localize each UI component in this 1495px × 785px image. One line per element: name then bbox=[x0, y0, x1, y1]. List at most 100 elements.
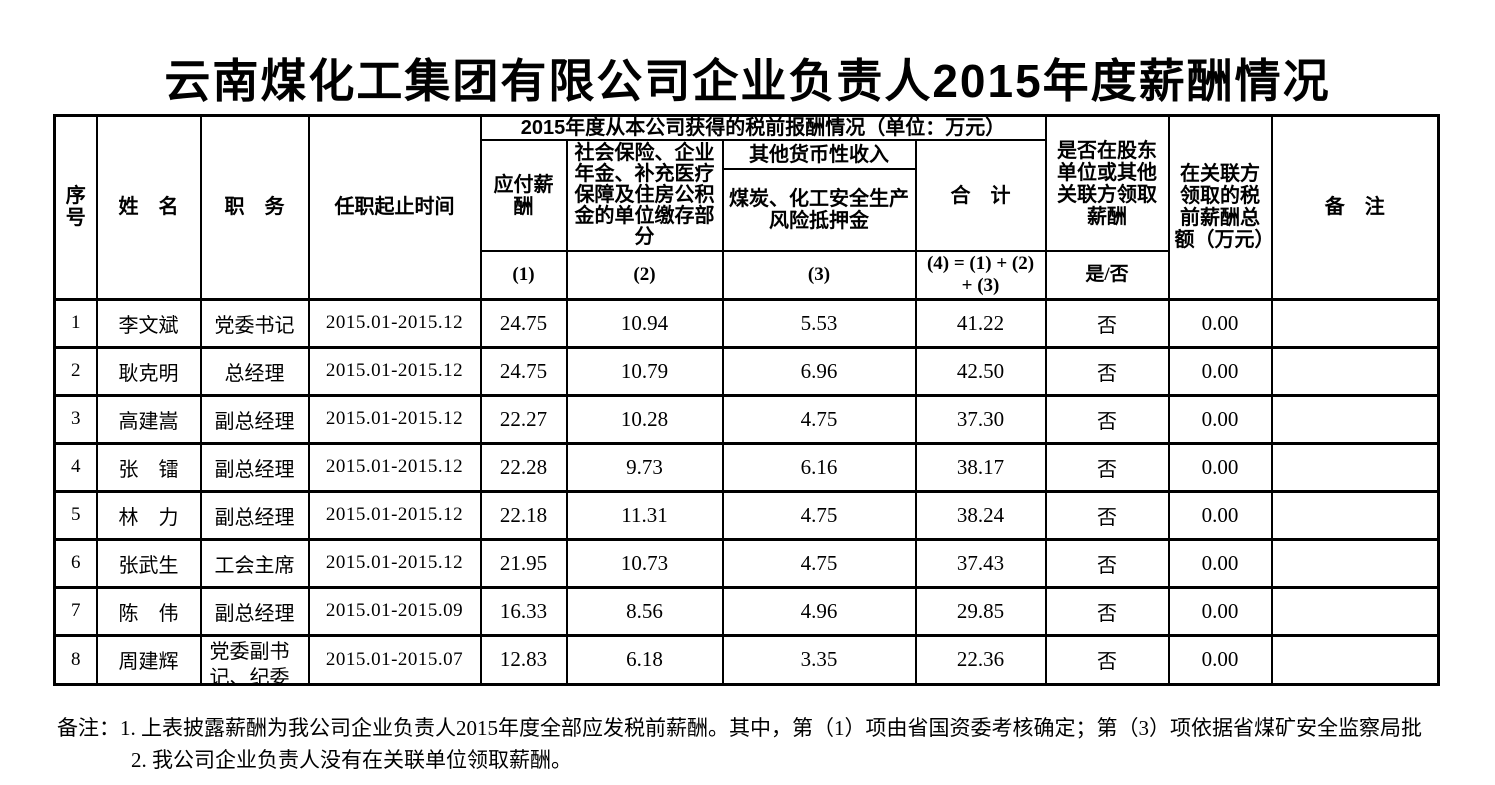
cell-related-amount: 0.00 bbox=[1167, 489, 1273, 540]
cell-name: 李文斌 bbox=[95, 297, 202, 348]
cell-seq: 3 bbox=[53, 393, 98, 444]
cell-social: 10.28 bbox=[565, 393, 724, 444]
cell-total: 37.43 bbox=[914, 537, 1047, 588]
cell-seq: 6 bbox=[53, 537, 98, 588]
col-header-seq: 序号 bbox=[53, 114, 98, 300]
cell-payable: 16.33 bbox=[479, 585, 568, 636]
col-header-remarks: 备 注 bbox=[1270, 114, 1440, 300]
table-row: 8 周建辉 党委副书记、纪委 2015.01-2015.07 12.83 6.1… bbox=[53, 633, 1440, 685]
footnotes: 备注：1. 上表披露薪酬为我公司企业负责人2015年度全部应发税前薪酬。其中，第… bbox=[57, 712, 1495, 776]
cell-remark bbox=[1270, 297, 1440, 348]
col-header-name: 姓 名 bbox=[95, 114, 202, 300]
subcol-4-formula: (4) = (1) + (2) + (3) bbox=[914, 250, 1047, 300]
cell-position-text: 党委副书记、纪委 bbox=[209, 640, 290, 684]
cell-social: 10.94 bbox=[565, 297, 724, 348]
subcol-1: (1) bbox=[479, 250, 568, 300]
cell-name: 高建嵩 bbox=[95, 393, 202, 444]
cell-payable: 21.95 bbox=[479, 537, 568, 588]
table-body: 1 李文斌 党委书记 2015.01-2015.12 24.75 10.94 5… bbox=[53, 297, 1440, 685]
cell-position: 副总经理 bbox=[199, 441, 310, 492]
footnote-line-2: 2. 我公司企业负责人没有在关联单位领取薪酬。 bbox=[131, 747, 572, 772]
cell-related: 否 bbox=[1044, 441, 1170, 492]
cell-name: 张 镭 bbox=[95, 441, 202, 492]
table-row: 6 张武生 工会主席 2015.01-2015.12 21.95 10.73 4… bbox=[53, 537, 1440, 588]
cell-seq: 4 bbox=[53, 441, 98, 492]
cell-name: 林 力 bbox=[95, 489, 202, 540]
cell-remark bbox=[1270, 585, 1440, 636]
cell-tenure: 2015.01-2015.12 bbox=[307, 393, 482, 444]
cell-position: 工会主席 bbox=[199, 537, 310, 588]
cell-other: 4.75 bbox=[721, 489, 917, 540]
cell-payable: 22.28 bbox=[479, 441, 568, 492]
cell-remark bbox=[1270, 633, 1440, 685]
col-header-other-income: 其他货币性收入 bbox=[721, 139, 917, 170]
col-header-pretax-group: 2015年度从本公司获得的税前报酬情况（单位：万元） bbox=[479, 114, 1047, 141]
cell-seq: 1 bbox=[53, 297, 98, 348]
cell-payable: 24.75 bbox=[479, 297, 568, 348]
cell-other: 5.53 bbox=[721, 297, 917, 348]
cell-social: 11.31 bbox=[565, 489, 724, 540]
cell-position: 副总经理 bbox=[199, 585, 310, 636]
col-header-total: 合 计 bbox=[914, 139, 1047, 252]
col-header-related-amount: 在关联方领取的税前薪酬总额（万元） bbox=[1167, 114, 1273, 300]
table-row: 5 林 力 副总经理 2015.01-2015.12 22.18 11.31 4… bbox=[53, 489, 1440, 540]
cell-related: 否 bbox=[1044, 537, 1170, 588]
cell-tenure: 2015.01-2015.12 bbox=[307, 489, 482, 540]
cell-tenure: 2015.01-2015.09 bbox=[307, 585, 482, 636]
cell-other: 6.96 bbox=[721, 345, 917, 396]
cell-tenure: 2015.01-2015.12 bbox=[307, 537, 482, 588]
table-row: 4 张 镭 副总经理 2015.01-2015.12 22.28 9.73 6.… bbox=[53, 441, 1440, 492]
cell-related-amount: 0.00 bbox=[1167, 585, 1273, 636]
cell-related: 否 bbox=[1044, 633, 1170, 685]
cell-related-amount: 0.00 bbox=[1167, 345, 1273, 396]
col-header-position: 职 务 bbox=[199, 114, 310, 300]
cell-related-amount: 0.00 bbox=[1167, 297, 1273, 348]
cell-tenure: 2015.01-2015.12 bbox=[307, 297, 482, 348]
table-row: 2 耿克明 总经理 2015.01-2015.12 24.75 10.79 6.… bbox=[53, 345, 1440, 396]
cell-related: 否 bbox=[1044, 393, 1170, 444]
col-header-related-party: 是否在股东单位或其他关联方领取薪酬 bbox=[1044, 114, 1170, 252]
cell-tenure: 2015.01-2015.07 bbox=[307, 633, 482, 685]
cell-payable: 24.75 bbox=[479, 345, 568, 396]
cell-tenure: 2015.01-2015.12 bbox=[307, 345, 482, 396]
cell-total: 22.36 bbox=[914, 633, 1047, 685]
cell-related: 否 bbox=[1044, 297, 1170, 348]
cell-name: 周建辉 bbox=[95, 633, 202, 685]
col-header-payable: 应付薪酬 bbox=[479, 139, 568, 252]
cell-payable: 12.83 bbox=[479, 633, 568, 685]
table-header: 序号 姓 名 职 务 任职起止时间 2015年度从本公司获得的税前报酬情况（单位… bbox=[53, 114, 1440, 300]
cell-related-amount: 0.00 bbox=[1167, 633, 1273, 685]
subcol-2: (2) bbox=[565, 250, 724, 300]
salary-table: 序号 姓 名 职 务 任职起止时间 2015年度从本公司获得的税前报酬情况（单位… bbox=[53, 114, 1440, 686]
table-row: 1 李文斌 党委书记 2015.01-2015.12 24.75 10.94 5… bbox=[53, 297, 1440, 348]
cell-social: 6.18 bbox=[565, 633, 724, 685]
subcol-yes-no: 是/否 bbox=[1044, 250, 1170, 300]
cell-remark bbox=[1270, 345, 1440, 396]
page-title: 云南煤化工集团有限公司企业负责人2015年度薪酬情况 bbox=[164, 55, 1331, 107]
cell-social: 9.73 bbox=[565, 441, 724, 492]
cell-seq: 8 bbox=[53, 633, 98, 685]
cell-remark bbox=[1270, 393, 1440, 444]
cell-related-amount: 0.00 bbox=[1167, 393, 1273, 444]
cell-other: 4.75 bbox=[721, 537, 917, 588]
col-header-social-insurance: 社会保险、企业年金、补充医疗保障及住房公积金的单位缴存部分 bbox=[565, 139, 724, 252]
subcol-3: (3) bbox=[721, 250, 917, 300]
cell-related-amount: 0.00 bbox=[1167, 441, 1273, 492]
cell-position: 党委书记 bbox=[199, 297, 310, 348]
table-row: 3 高建嵩 副总经理 2015.01-2015.12 22.27 10.28 4… bbox=[53, 393, 1440, 444]
cell-seq: 2 bbox=[53, 345, 98, 396]
cell-total: 42.50 bbox=[914, 345, 1047, 396]
cell-other: 3.35 bbox=[721, 633, 917, 685]
cell-related-amount: 0.00 bbox=[1167, 537, 1273, 588]
cell-tenure: 2015.01-2015.12 bbox=[307, 441, 482, 492]
footnote-line-1: 备注：1. 上表披露薪酬为我公司企业负责人2015年度全部应发税前薪酬。其中，第… bbox=[57, 715, 1422, 740]
cell-position: 副总经理 bbox=[199, 489, 310, 540]
cell-seq: 5 bbox=[53, 489, 98, 540]
table-row: 7 陈 伟 副总经理 2015.01-2015.09 16.33 8.56 4.… bbox=[53, 585, 1440, 636]
cell-related: 否 bbox=[1044, 585, 1170, 636]
cell-name: 张武生 bbox=[95, 537, 202, 588]
cell-total: 38.24 bbox=[914, 489, 1047, 540]
cell-related: 否 bbox=[1044, 345, 1170, 396]
cell-payable: 22.18 bbox=[479, 489, 568, 540]
